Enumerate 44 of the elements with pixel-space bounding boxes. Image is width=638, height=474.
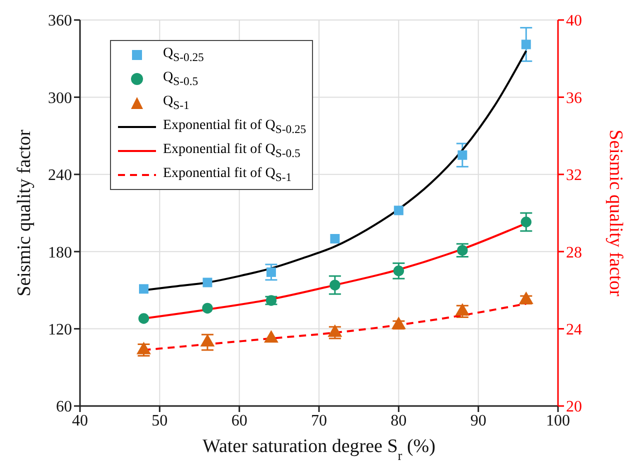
y-tick-label: 60 (56, 398, 72, 416)
point (202, 278, 212, 288)
y2-tick-label: 36 (566, 90, 582, 107)
point (330, 280, 340, 290)
legend-label: Exponential fit of Q$_{S-0.25}$ (163, 118, 306, 136)
point (328, 324, 342, 337)
y2-tick-label: 24 (566, 321, 582, 338)
point (136, 342, 151, 354)
legend-label: Exponential fit of Q$_{S-1}$ (163, 166, 292, 184)
legend-label: Exponential fit of Q$_{S-0.5}$ (163, 142, 300, 160)
x-tick-label: 80 (390, 412, 407, 430)
point (264, 330, 278, 343)
y-tick-label: 180 (48, 244, 72, 262)
point (138, 284, 148, 294)
x-tick-label: 70 (311, 412, 327, 430)
point (518, 292, 534, 304)
y-tick-label: 300 (48, 90, 72, 107)
point (202, 302, 213, 314)
x-tick-label: 60 (231, 412, 248, 430)
point (458, 150, 468, 160)
point (330, 234, 340, 244)
x-tick-label: 90 (470, 412, 486, 430)
y2-tick-label: 32 (566, 167, 582, 184)
y2-axis-title: Seismic quality factor (605, 130, 626, 298)
legend-label: Q$_{S-1}$ (163, 94, 190, 112)
point (393, 266, 404, 276)
y2-tick-label: 40 (566, 12, 582, 30)
point (520, 216, 532, 228)
point (266, 267, 276, 277)
y-axis-title: Seismic quality factor (14, 128, 35, 296)
point (138, 313, 150, 324)
x-tick-label: 50 (152, 412, 168, 430)
y-tick-label: 240 (48, 167, 72, 184)
legend-label: Q$_{S-0.5}$ (163, 70, 198, 88)
y-tick-label: 120 (48, 321, 72, 338)
point (394, 206, 404, 216)
point (521, 40, 531, 50)
y-tick-label: 360 (48, 12, 72, 30)
point (391, 316, 406, 330)
x-tick-label: 40 (72, 412, 88, 430)
y2-tick-label: 28 (566, 244, 582, 262)
x-axis-title: Water saturation degree S$_{r}$ (%) (202, 436, 436, 462)
legend-label: Q$_{S-0.25}$ (163, 46, 204, 64)
point (200, 334, 215, 346)
